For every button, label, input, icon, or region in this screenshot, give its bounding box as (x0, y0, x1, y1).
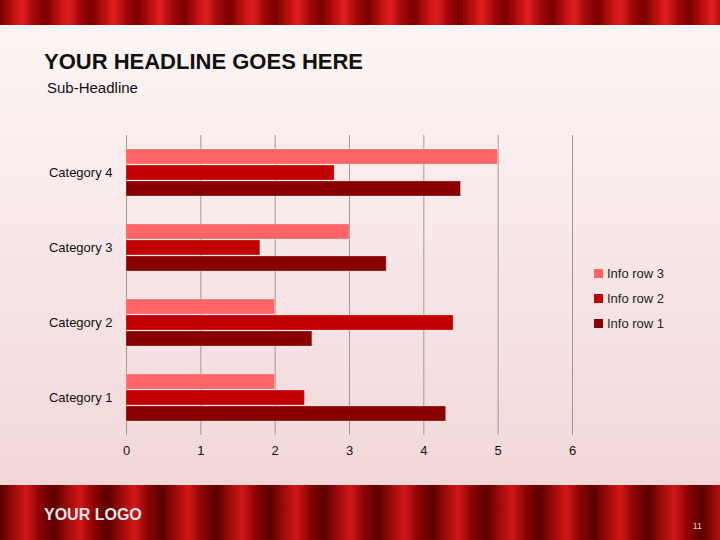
html-text:Info row 1: Info row 1 (607, 316, 665, 331)
html-text:YOUR LOGO: YOUR LOGO (44, 506, 142, 523)
html-text:Info row 3: Info row 3 (607, 266, 665, 281)
html-text:Sub-Headline: Sub-Headline (47, 79, 138, 96)
svg-text:5: 5 (495, 443, 502, 458)
svg-text:Category 3: Category 3 (49, 240, 113, 255)
svg-text:4: 4 (420, 443, 427, 458)
svg-text:Category 1: Category 1 (49, 390, 113, 405)
svg-text:Category 2: Category 2 (49, 315, 113, 330)
svg-text:3: 3 (346, 443, 353, 458)
svg-text:6: 6 (569, 443, 576, 458)
html-text:11: 11 (692, 521, 702, 531)
html-text:YOUR HEADLINE GOES HERE: YOUR HEADLINE GOES HERE (44, 49, 363, 74)
svg-text:0: 0 (123, 443, 130, 458)
svg-text:2: 2 (272, 443, 279, 458)
html-text:Info row 2: Info row 2 (607, 291, 665, 306)
svg-text:1: 1 (197, 443, 204, 458)
svg-text:Category 4: Category 4 (49, 165, 113, 180)
